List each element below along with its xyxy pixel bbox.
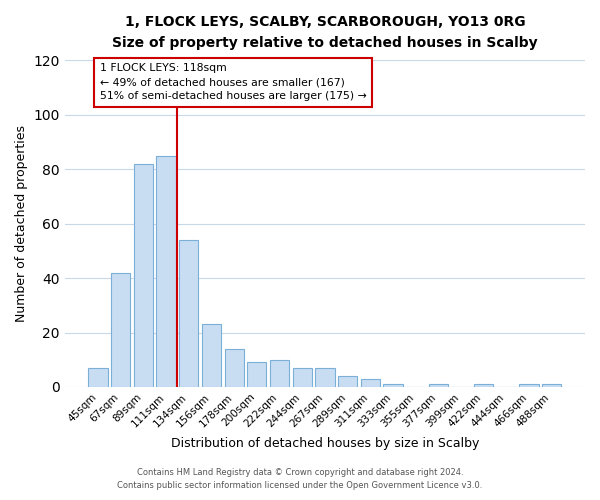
Bar	[520, 384, 539, 387]
X-axis label: Distribution of detached houses by size in Scalby: Distribution of detached houses by size …	[171, 437, 479, 450]
Bar	[542, 384, 562, 387]
Bar	[202, 324, 221, 387]
Bar	[179, 240, 199, 387]
Bar	[88, 368, 108, 387]
Title: 1, FLOCK LEYS, SCALBY, SCARBOROUGH, YO13 0RG
Size of property relative to detach: 1, FLOCK LEYS, SCALBY, SCARBOROUGH, YO13…	[112, 15, 538, 50]
Bar	[111, 272, 130, 387]
Bar	[383, 384, 403, 387]
Bar	[315, 368, 335, 387]
Bar	[270, 360, 289, 387]
Bar	[224, 349, 244, 387]
Bar	[428, 384, 448, 387]
Bar	[474, 384, 493, 387]
Bar	[361, 379, 380, 387]
Bar	[247, 362, 266, 387]
Bar	[134, 164, 153, 387]
Bar	[293, 368, 312, 387]
Y-axis label: Number of detached properties: Number of detached properties	[15, 125, 28, 322]
Text: 1 FLOCK LEYS: 118sqm
← 49% of detached houses are smaller (167)
51% of semi-deta: 1 FLOCK LEYS: 118sqm ← 49% of detached h…	[100, 63, 367, 101]
Bar	[338, 376, 357, 387]
Bar	[157, 156, 176, 387]
Text: Contains HM Land Registry data © Crown copyright and database right 2024.
Contai: Contains HM Land Registry data © Crown c…	[118, 468, 482, 490]
